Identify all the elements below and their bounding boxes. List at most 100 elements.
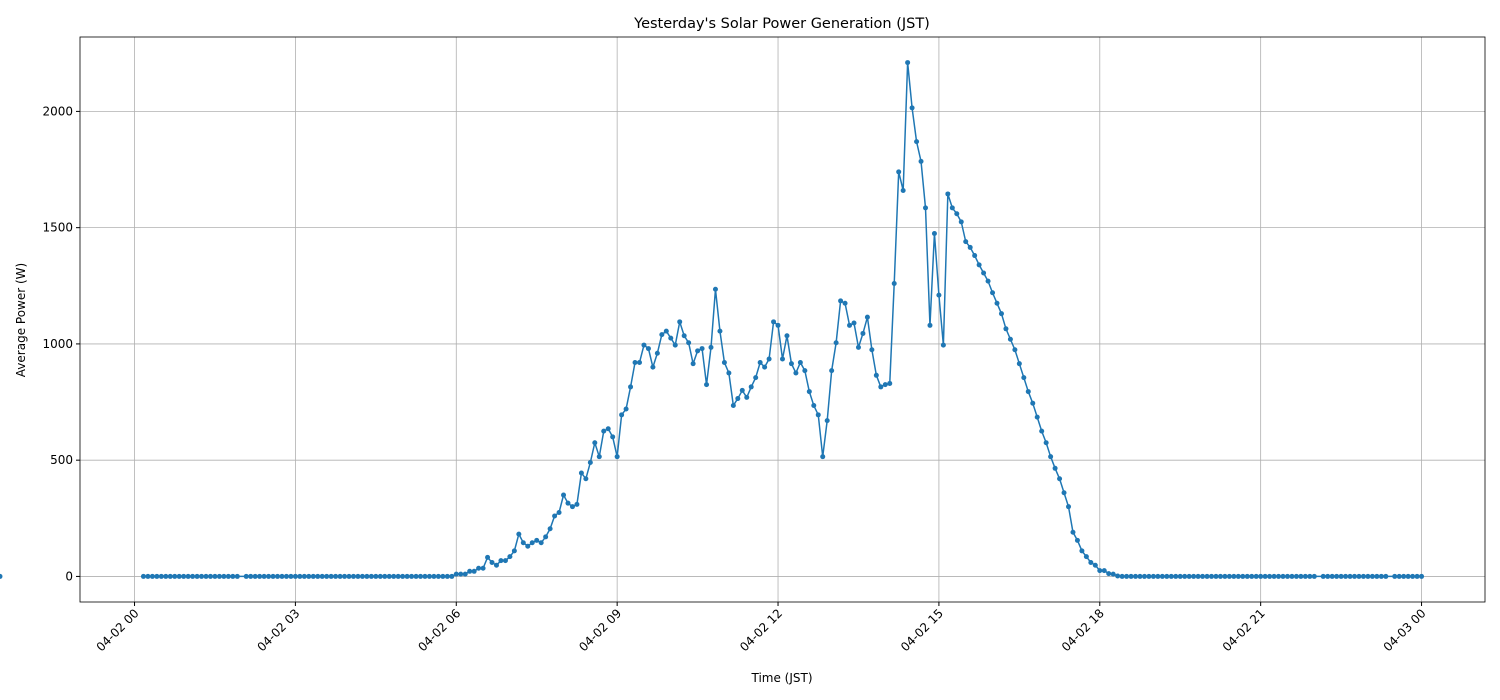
y-tick-label: 0 — [65, 569, 73, 583]
data-point — [882, 382, 888, 388]
data-point — [270, 573, 276, 579]
data-point — [1392, 573, 1398, 579]
data-point — [333, 573, 339, 579]
data-point — [301, 573, 307, 579]
data-point — [1298, 573, 1304, 579]
data-point — [1329, 573, 1335, 579]
data-point — [444, 573, 450, 579]
data-point — [292, 573, 298, 579]
data-point — [1222, 573, 1228, 579]
data-point — [1204, 573, 1210, 579]
data-point — [748, 384, 754, 390]
data-point — [565, 500, 571, 506]
data-point — [762, 364, 768, 370]
data-point — [699, 346, 705, 352]
data-point — [1052, 465, 1058, 471]
data-point — [1079, 548, 1085, 554]
data-point — [990, 290, 996, 296]
x-tick-label: 04-02 03 — [254, 606, 302, 654]
data-point — [1378, 573, 1384, 579]
data-point — [1320, 573, 1326, 579]
data-point — [1267, 573, 1273, 579]
data-point — [431, 573, 437, 579]
data-point — [1280, 573, 1286, 579]
data-point — [569, 504, 575, 510]
data-point — [1200, 573, 1206, 579]
data-point — [806, 389, 812, 395]
data-point — [1352, 573, 1358, 579]
x-tick-label: 04-02 21 — [1220, 606, 1268, 654]
data-point — [1119, 573, 1125, 579]
data-point — [493, 562, 499, 568]
data-point — [538, 540, 544, 546]
data-point — [1338, 573, 1344, 579]
data-point — [592, 440, 598, 446]
data-point — [203, 573, 209, 579]
data-point — [811, 403, 817, 409]
data-point — [708, 344, 714, 350]
data-point — [1419, 573, 1425, 579]
data-point — [288, 573, 294, 579]
data-point — [1410, 573, 1416, 579]
data-point — [1325, 573, 1331, 579]
data-point — [453, 571, 459, 577]
data-point — [364, 573, 370, 579]
x-tick-label: 04-02 06 — [415, 606, 463, 654]
data-point — [771, 319, 777, 325]
data-point — [1039, 428, 1045, 434]
data-point — [923, 205, 929, 211]
data-point — [1034, 414, 1040, 420]
data-point — [1414, 573, 1420, 579]
data-point — [409, 573, 415, 579]
data-point — [815, 412, 821, 418]
data-point — [1061, 490, 1067, 496]
data-point — [471, 568, 477, 574]
data-point — [230, 573, 236, 579]
data-point — [145, 573, 151, 579]
data-point — [1133, 573, 1139, 579]
data-point — [632, 360, 638, 366]
data-point — [190, 573, 196, 579]
data-point — [1244, 573, 1250, 579]
data-point — [1347, 573, 1353, 579]
data-point — [1396, 573, 1402, 579]
data-point — [905, 60, 911, 66]
x-tick-label: 04-02 09 — [576, 606, 624, 654]
data-point — [342, 573, 348, 579]
data-point — [1057, 476, 1063, 482]
data-point — [1124, 573, 1130, 579]
data-point — [726, 370, 732, 376]
data-point — [1003, 326, 1009, 332]
data-point — [529, 540, 535, 546]
data-point — [686, 340, 692, 346]
data-point — [1101, 568, 1107, 574]
data-point — [467, 568, 473, 574]
data-point — [766, 356, 772, 362]
data-point — [1369, 573, 1375, 579]
data-point — [534, 537, 540, 543]
data-point — [543, 534, 549, 540]
data-point — [775, 322, 781, 328]
data-point — [918, 158, 924, 164]
data-point — [1191, 573, 1197, 579]
data-point — [1177, 573, 1183, 579]
data-point — [199, 573, 205, 579]
data-point — [788, 361, 794, 367]
data-point — [1226, 573, 1232, 579]
data-point — [864, 314, 870, 320]
data-point — [373, 573, 379, 579]
data-point — [972, 253, 978, 259]
y-tick-label: 1000 — [42, 337, 73, 351]
data-point — [1097, 568, 1103, 574]
data-point — [614, 454, 620, 460]
data-point — [744, 394, 750, 400]
data-point — [896, 169, 902, 175]
x-tick-label: 04-02 18 — [1059, 606, 1107, 654]
data-point — [489, 559, 495, 565]
data-point — [440, 573, 446, 579]
data-point — [516, 531, 522, 537]
data-line — [143, 62, 1422, 578]
data-point — [802, 368, 808, 374]
data-point — [1182, 573, 1188, 579]
